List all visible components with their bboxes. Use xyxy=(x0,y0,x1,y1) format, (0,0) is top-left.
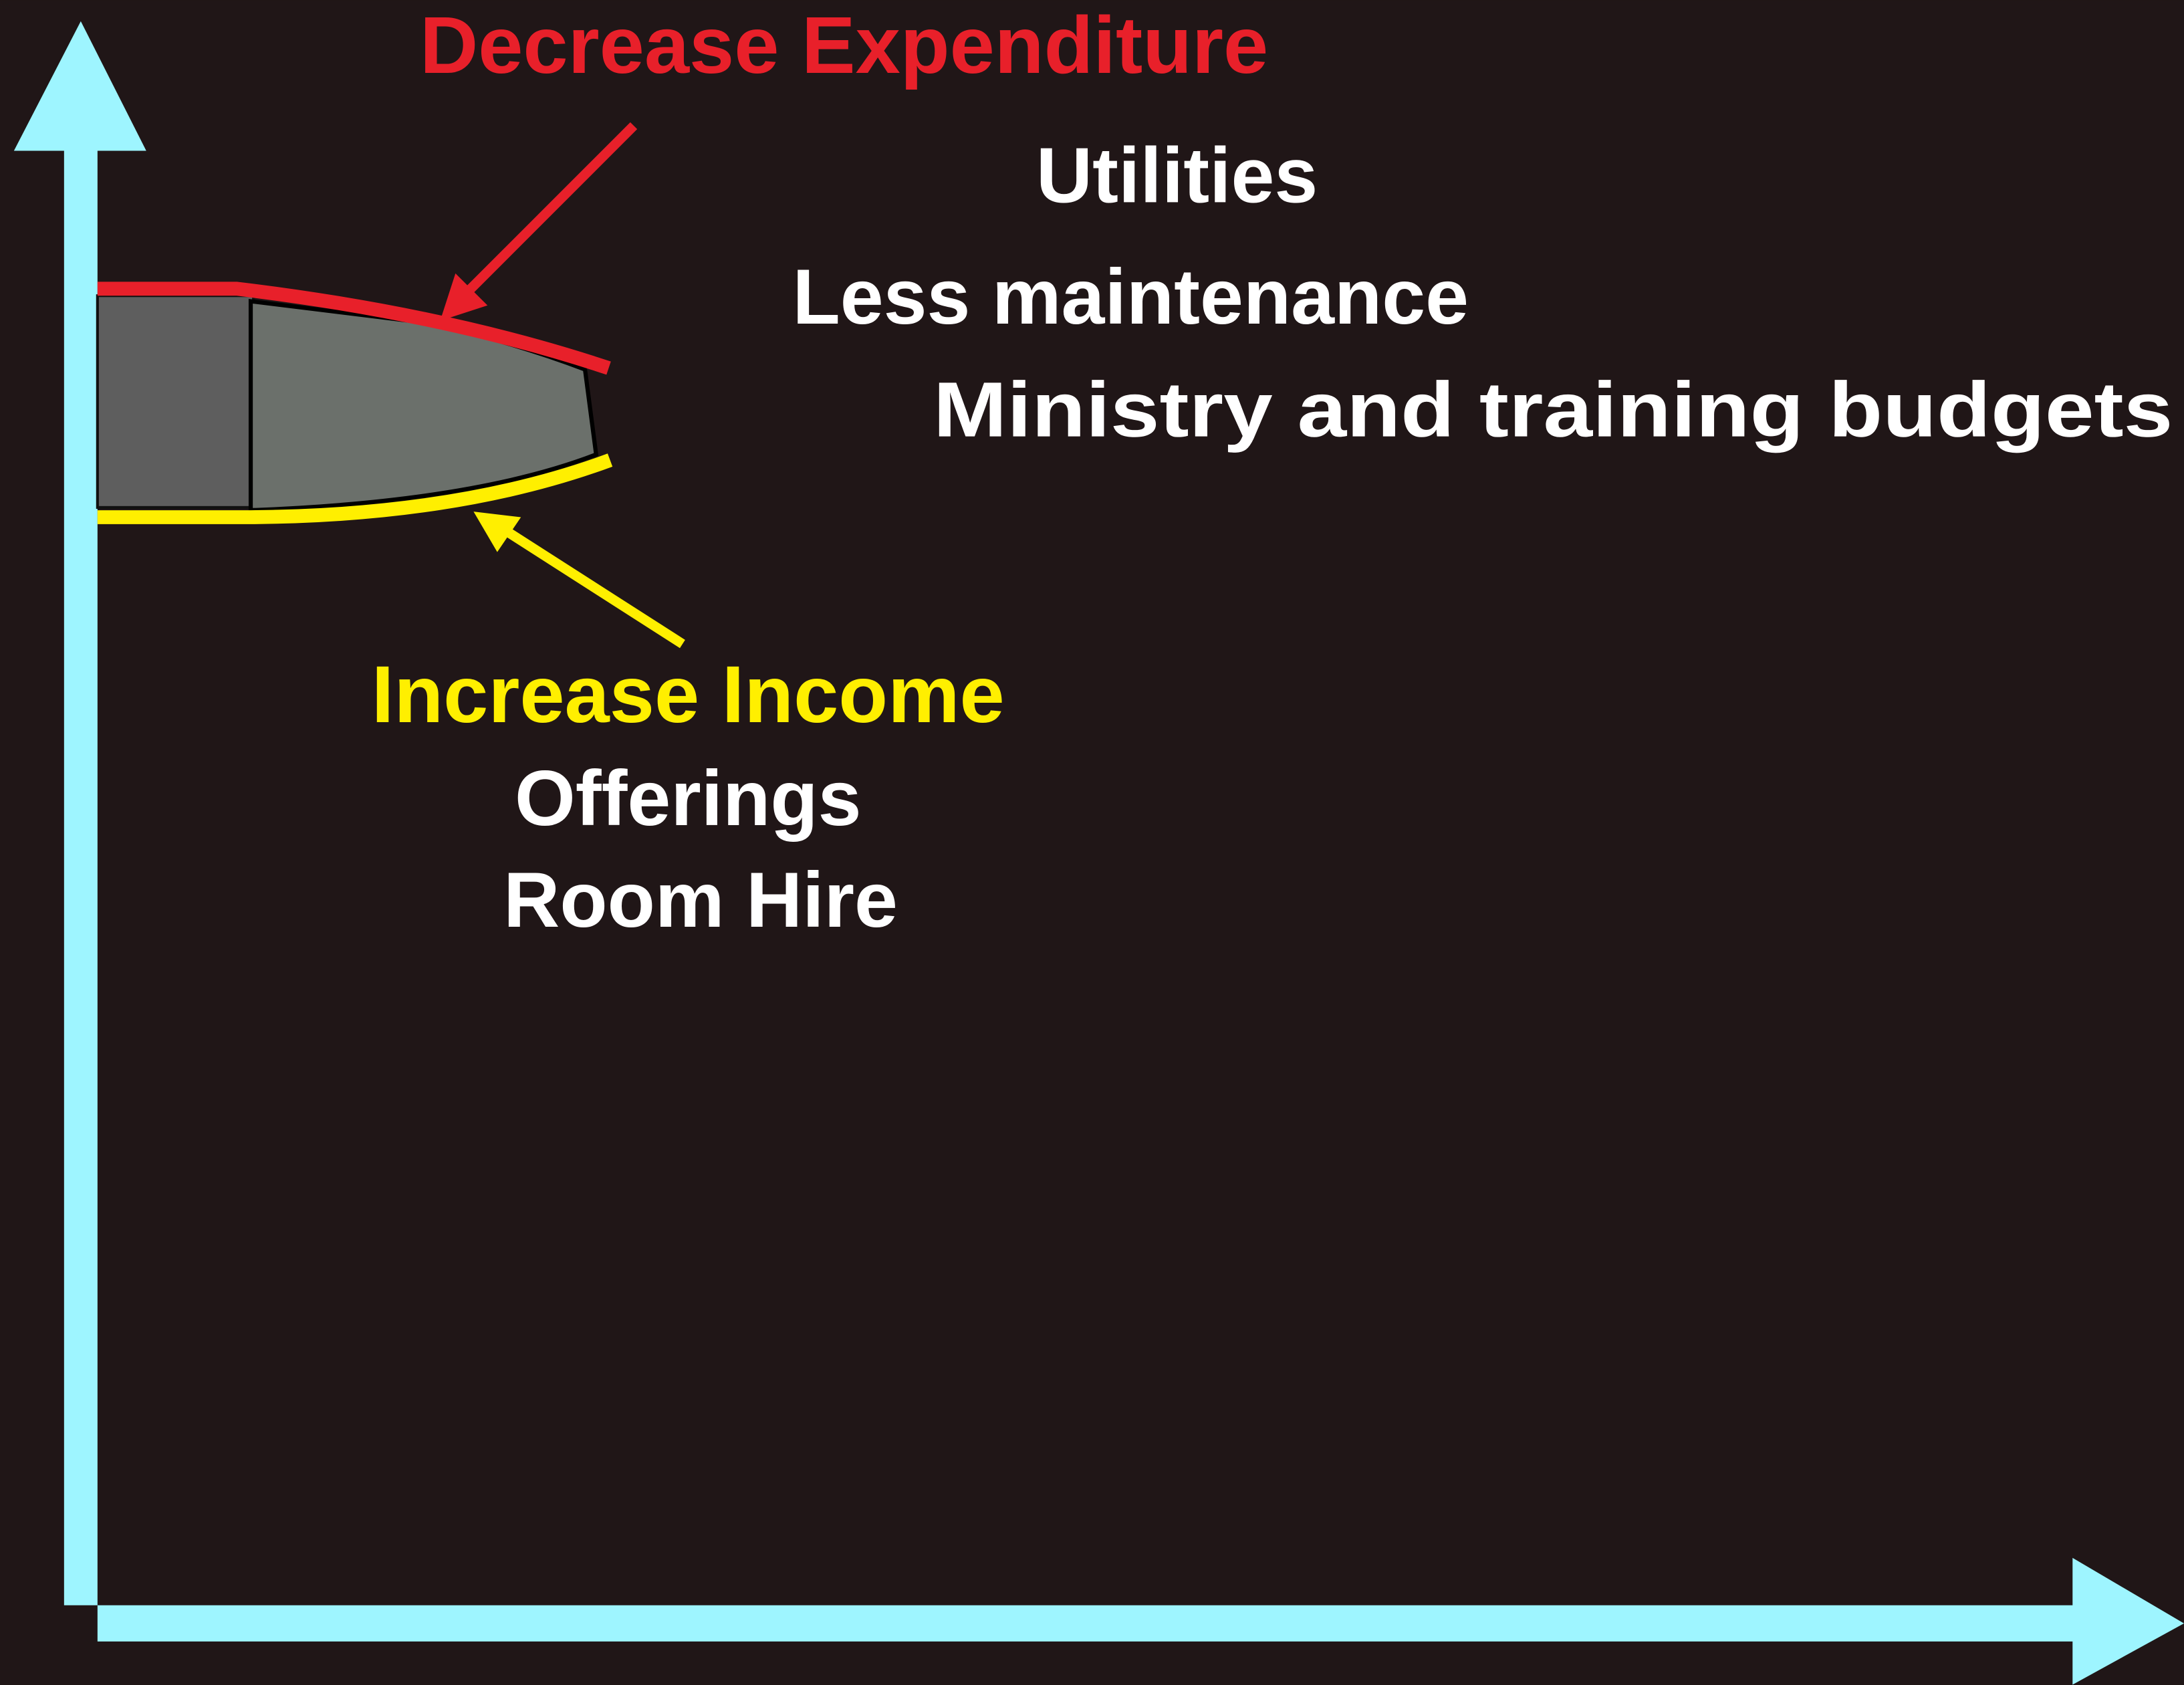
x-axis-arrowhead xyxy=(2072,1557,2184,1685)
expenditure-arrow xyxy=(463,122,638,297)
expenditure-line xyxy=(97,282,611,375)
income-item: Room Hire xyxy=(503,856,898,943)
expenditure-item: Utilities xyxy=(1036,132,1318,219)
expenditure-arrowhead xyxy=(440,273,488,321)
income-line xyxy=(97,453,613,524)
income-arrow xyxy=(501,526,685,649)
y-axis-arrowhead xyxy=(13,21,146,151)
expenditure-item: Ministry and training budgets xyxy=(933,366,2173,453)
y-axis xyxy=(64,139,98,1605)
income-item: Offerings xyxy=(515,754,862,842)
expenditure-item: Less maintenance xyxy=(793,253,1469,340)
expenditure-heading: Decrease Expenditure xyxy=(420,0,1268,90)
x-axis xyxy=(97,1605,2082,1642)
income-arrowhead xyxy=(473,512,521,552)
income-heading: Increase Income xyxy=(372,649,1005,740)
past-block xyxy=(96,294,255,509)
